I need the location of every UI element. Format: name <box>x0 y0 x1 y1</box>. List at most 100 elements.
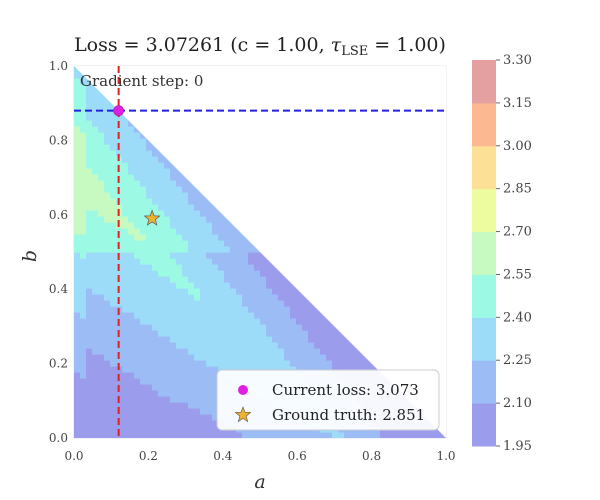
contour-cell <box>74 138 81 145</box>
contour-cell <box>344 342 351 349</box>
contour-cell <box>170 324 177 331</box>
contour-cell <box>296 330 303 337</box>
contour-cell <box>80 210 87 217</box>
contour-cell <box>176 246 183 253</box>
contour-cell <box>146 378 153 385</box>
contour-cell <box>212 336 219 343</box>
contour-cell <box>254 324 261 331</box>
contour-cell <box>134 270 141 277</box>
contour-cell <box>320 348 327 355</box>
contour-cell <box>80 138 87 145</box>
contour-cell <box>134 408 141 415</box>
contour-cell <box>152 390 159 397</box>
contour-cell <box>200 222 207 229</box>
contour-cell <box>122 348 129 355</box>
x-tick-label: 0.4 <box>213 449 232 463</box>
contour-cell <box>176 312 183 319</box>
contour-cell <box>152 276 159 283</box>
contour-cell <box>182 210 189 217</box>
contour-cell <box>140 420 147 427</box>
contour-cell <box>326 336 333 343</box>
contour-cell <box>158 300 165 307</box>
contour-cell <box>122 408 129 415</box>
contour-cell <box>86 396 93 403</box>
contour-cell <box>92 222 99 229</box>
contour-cell <box>152 282 159 289</box>
contour-cell <box>98 378 105 385</box>
contour-cell <box>212 372 219 379</box>
contour-cell <box>122 288 129 295</box>
contour-cell <box>158 306 165 313</box>
contour-cell <box>98 168 105 175</box>
contour-cell <box>80 186 87 193</box>
contour-cell <box>254 366 261 373</box>
contour-cell <box>134 246 141 253</box>
contour-cell <box>200 312 207 319</box>
contour-cell <box>290 348 297 355</box>
contour-cell <box>302 336 309 343</box>
contour-cell <box>110 180 117 187</box>
contour-cell <box>146 222 153 229</box>
contour-cell <box>236 336 243 343</box>
contour-cell <box>110 384 117 391</box>
contour-cell <box>164 258 171 265</box>
contour-cell <box>92 306 99 313</box>
contour-cell <box>92 408 99 415</box>
contour-cell <box>104 402 111 409</box>
contour-cell <box>182 432 189 438</box>
contour-cell <box>140 288 147 295</box>
contour-cell <box>92 216 99 223</box>
contour-cell <box>182 366 189 373</box>
contour-cell <box>122 270 129 277</box>
contour-cell <box>146 330 153 337</box>
contour-cell <box>212 378 219 385</box>
y-tick-label: 0.0 <box>49 431 68 445</box>
contour-cell <box>296 360 303 367</box>
contour-cell <box>134 174 141 181</box>
contour-cell <box>80 270 87 277</box>
contour-cell <box>74 282 81 289</box>
contour-cell <box>230 336 237 343</box>
contour-cell <box>158 276 165 283</box>
contour-cell <box>92 264 99 271</box>
contour-cell <box>104 156 111 163</box>
contour-cell <box>338 432 345 438</box>
contour-cell <box>98 114 105 121</box>
contour-cell <box>122 186 129 193</box>
contour-cell <box>92 390 99 397</box>
contour-cell <box>92 312 99 319</box>
contour-cell <box>176 306 183 313</box>
contour-cell <box>146 426 153 433</box>
contour-cell <box>218 354 225 361</box>
colorbar-tick-label: 1.95 <box>503 439 532 454</box>
contour-cell <box>206 294 213 301</box>
contour-cell <box>230 234 237 241</box>
contour-cell <box>356 366 363 373</box>
contour-cell <box>152 252 159 259</box>
contour-cell <box>80 426 87 433</box>
colorbar-segment <box>472 145 496 190</box>
contour-cell <box>146 366 153 373</box>
x-tick-label: 0.2 <box>139 449 158 463</box>
contour-cell <box>284 348 291 355</box>
colorbar-tick-label: 3.00 <box>503 139 532 154</box>
contour-cell <box>128 318 135 325</box>
contour-cell <box>356 354 363 361</box>
contour-cell <box>152 168 159 175</box>
contour-cell <box>158 348 165 355</box>
contour-cell <box>134 294 141 301</box>
contour-cell <box>200 378 207 385</box>
contour-cell <box>326 348 333 355</box>
contour-cell <box>146 300 153 307</box>
contour-cell <box>110 150 117 157</box>
contour-cell <box>122 246 129 253</box>
contour-cell <box>200 318 207 325</box>
contour-cell <box>200 414 207 421</box>
contour-cell <box>146 234 153 241</box>
contour-cell <box>248 294 255 301</box>
contour-cell <box>194 312 201 319</box>
contour-cell <box>80 360 87 367</box>
contour-cell <box>80 336 87 343</box>
contour-cell <box>92 294 99 301</box>
contour-cell <box>206 402 213 409</box>
